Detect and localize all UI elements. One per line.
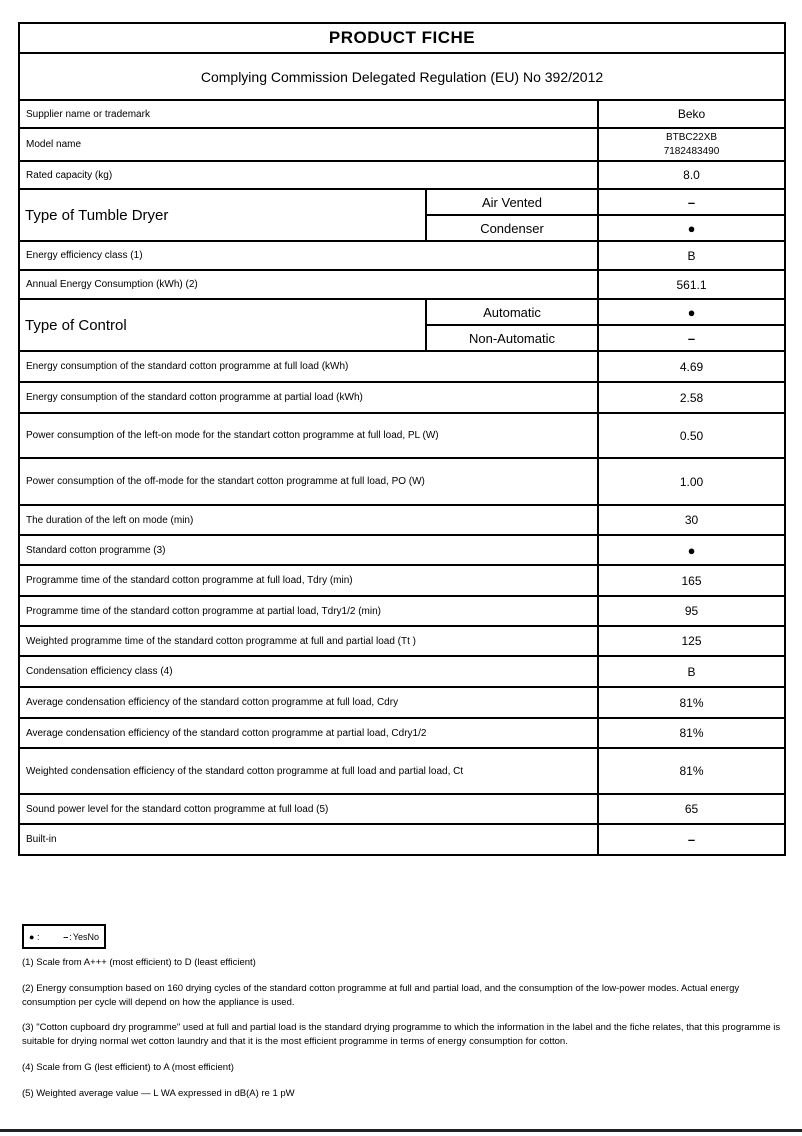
- product-fiche-table: PRODUCT FICHE Complying Commission Deleg…: [17, 22, 787, 856]
- row-value: –: [596, 823, 787, 856]
- table-row: Weighted condensation efficiency of the …: [18, 747, 787, 795]
- table-row: Condenser ●: [19, 214, 787, 242]
- table-row: Energy consumption of the standard cotto…: [18, 381, 787, 414]
- row-label: Energy efficiency class (1): [18, 240, 599, 271]
- row-value: BTBC22XB 7182483490: [596, 127, 787, 162]
- row-label: Weighted condensation efficiency of the …: [18, 747, 599, 795]
- symbol-legend: ● : – : YesNo: [22, 924, 106, 949]
- footnotes-section: (1) Scale from A+++ (most efficient) to …: [22, 956, 782, 1112]
- table-row: Model name BTBC22XB 7182483490: [18, 127, 787, 162]
- table-row: Power consumption of the left-on mode fo…: [18, 412, 787, 459]
- row-value: 2.58: [596, 381, 787, 414]
- row-value: ●: [596, 298, 787, 326]
- page-bottom-border: [0, 1129, 802, 1132]
- table-row: Energy efficiency class (1) B: [18, 240, 787, 271]
- table-row: PRODUCT FICHE: [17, 22, 787, 54]
- table-row: The duration of the left on mode (min) 3…: [18, 504, 787, 536]
- table-row: Built-in –: [18, 823, 787, 856]
- table-row: Weighted programme time of the standard …: [18, 625, 787, 657]
- row-value: 65: [596, 793, 787, 825]
- row-value: –: [596, 324, 787, 352]
- row-value: 125: [596, 625, 787, 657]
- legend-separator: :: [69, 931, 72, 942]
- table-row: Type of Tumble Dryer Air Vented –: [18, 188, 787, 242]
- row-label: Supplier name or trademark: [18, 99, 599, 129]
- row-value: B: [596, 655, 787, 688]
- row-value: 0.50: [596, 412, 787, 459]
- legend-yesno-label: YesNo: [72, 931, 99, 942]
- footnote-1: (1) Scale from A+++ (most efficient) to …: [22, 957, 256, 968]
- row-label: Average condensation efficiency of the s…: [18, 717, 599, 749]
- row-sublabel: Non-Automatic: [425, 324, 599, 352]
- footnote-5: (5) Weighted average value — L WA expres…: [22, 1087, 295, 1099]
- page-title: PRODUCT FICHE: [17, 22, 787, 54]
- legend-separator: :: [34, 931, 40, 942]
- table-row: Type of Control Automatic ●: [18, 298, 787, 352]
- model-code: BTBC22XB: [665, 132, 718, 143]
- table-row: Complying Commission Delegated Regulatio…: [17, 52, 787, 101]
- row-label: Type of Control: [18, 298, 427, 352]
- footnote-4: (4) Scale from G (lest efficient) to A (…: [22, 1061, 234, 1073]
- legend-no-item: – : YesNo: [63, 932, 99, 942]
- row-label: Model name: [18, 127, 599, 162]
- row-label: Sound power level for the standard cotto…: [18, 793, 599, 825]
- table-row: Sound power level for the standard cotto…: [18, 793, 787, 825]
- row-label: Programme time of the standard cotton pr…: [18, 595, 599, 627]
- table-row: Programme time of the standard cotton pr…: [18, 564, 787, 597]
- row-label: Annual Energy Consumption (kWh) (2): [18, 269, 599, 300]
- row-value: B: [596, 240, 787, 271]
- row-value: ●: [596, 534, 787, 566]
- table-row: Power consumption of the off-mode for th…: [18, 457, 787, 506]
- footnote-3: (3) "Cotton cupboard dry programme" used…: [22, 1022, 781, 1048]
- row-label: Rated capacity (kg): [18, 160, 599, 190]
- row-value: 81%: [596, 686, 787, 719]
- page-subtitle: Complying Commission Delegated Regulatio…: [17, 52, 787, 101]
- model-number: 7182483490: [663, 145, 720, 157]
- table-row: Rated capacity (kg) 8.0: [18, 160, 787, 190]
- row-label: Condensation efficiency class (4): [18, 655, 599, 688]
- row-value: 1.00: [596, 457, 787, 506]
- row-value: ●: [596, 214, 787, 242]
- no-dash-icon: –: [63, 931, 69, 942]
- legend-yes-item: ● :: [29, 932, 39, 942]
- row-label: Average condensation efficiency of the s…: [18, 686, 599, 719]
- yes-dot-icon: ●: [29, 931, 35, 942]
- row-value: 81%: [596, 717, 787, 749]
- row-label: Built-in: [18, 823, 599, 856]
- row-value: 8.0: [596, 160, 787, 190]
- row-sublabel: Condenser: [425, 214, 599, 242]
- table-row: Programme time of the standard cotton pr…: [18, 595, 787, 627]
- row-label: Energy consumption of the standard cotto…: [18, 350, 599, 383]
- row-value: 561.1: [596, 269, 787, 300]
- row-label: Power consumption of the left-on mode fo…: [18, 412, 599, 459]
- table-row: Annual Energy Consumption (kWh) (2) 561.…: [18, 269, 787, 300]
- row-label: Weighted programme time of the standard …: [18, 625, 599, 657]
- row-sublabel: Automatic: [425, 298, 599, 326]
- row-label: The duration of the left on mode (min): [18, 504, 599, 536]
- footnote-2: (2) Energy consumption based on 160 dryi…: [22, 982, 740, 1008]
- row-sublabel: Air Vented: [425, 188, 599, 216]
- table-row: Supplier name or trademark Beko: [18, 99, 787, 129]
- row-value: 165: [596, 564, 787, 597]
- row-label: Programme time of the standard cotton pr…: [18, 564, 599, 597]
- row-label: Standard cotton programme (3): [18, 534, 599, 566]
- row-label: Type of Tumble Dryer: [18, 188, 427, 242]
- table-row: Average condensation efficiency of the s…: [18, 717, 787, 749]
- table-row: Energy consumption of the standard cotto…: [18, 350, 787, 383]
- table-row: Standard cotton programme (3) ●: [18, 534, 787, 566]
- row-value: 30: [596, 504, 787, 536]
- row-value: Beko: [596, 99, 787, 129]
- row-label: Energy consumption of the standard cotto…: [18, 381, 599, 414]
- table-row: Non-Automatic –: [19, 324, 787, 352]
- table-row: Condensation efficiency class (4) B: [18, 655, 787, 688]
- row-label: Power consumption of the off-mode for th…: [18, 457, 599, 506]
- table-row: Average condensation efficiency of the s…: [18, 686, 787, 719]
- row-value: –: [596, 188, 787, 216]
- row-value: 81%: [596, 747, 787, 795]
- row-value: 95: [596, 595, 787, 627]
- row-value: 4.69: [596, 350, 787, 383]
